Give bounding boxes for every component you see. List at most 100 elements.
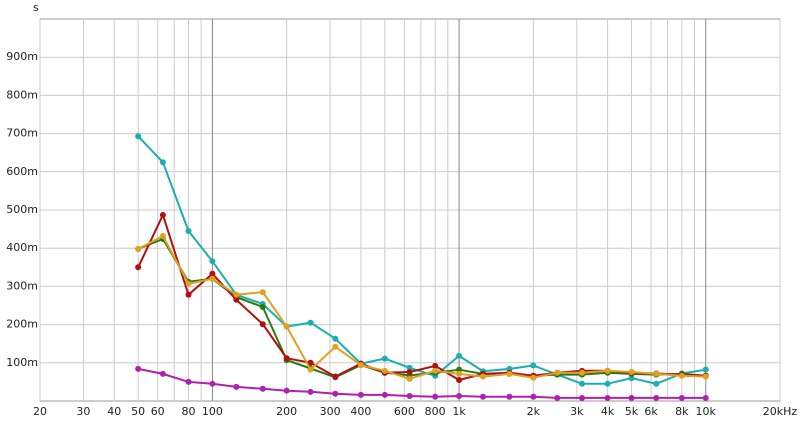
data-point <box>135 133 142 140</box>
data-point <box>554 394 561 401</box>
data-point <box>578 369 585 376</box>
y-tick-label: 600m <box>6 165 38 178</box>
x-tick-label: 5k <box>625 405 639 418</box>
x-tick-label: 2k <box>527 405 541 418</box>
data-point <box>307 359 314 366</box>
data-point <box>233 291 240 298</box>
x-tick-label: 100 <box>202 405 223 418</box>
x-tick-label: 3k <box>570 405 584 418</box>
data-point <box>653 380 660 387</box>
data-point <box>530 362 537 369</box>
data-point <box>702 394 709 401</box>
data-point <box>456 376 463 383</box>
x-tick-label: 60 <box>151 405 165 418</box>
x-tick-label: 600 <box>394 405 415 418</box>
data-point <box>604 380 611 387</box>
data-point <box>159 211 166 218</box>
y-tick-label: 400m <box>6 241 38 254</box>
y-tick-label: 500m <box>6 203 38 216</box>
data-point <box>432 367 439 374</box>
data-point <box>233 296 240 303</box>
x-tick-label: 200 <box>276 405 297 418</box>
data-point <box>307 319 314 326</box>
x-tick-label: 4k <box>601 405 615 418</box>
data-point <box>530 374 537 381</box>
data-point <box>702 373 709 380</box>
y-tick-label: 800m <box>6 88 38 101</box>
data-point <box>506 393 513 400</box>
data-point <box>135 245 142 252</box>
series-line <box>137 135 706 385</box>
data-point <box>209 380 216 387</box>
data-point <box>259 304 266 311</box>
data-point <box>578 380 585 387</box>
data-point <box>578 394 585 401</box>
data-point <box>332 390 339 397</box>
data-point <box>209 270 216 277</box>
y-tick-label: 200m <box>6 318 38 331</box>
data-point <box>604 394 611 401</box>
data-point <box>357 362 364 369</box>
data-point <box>185 291 192 298</box>
y-tick-label: 900m <box>6 50 38 63</box>
x-tick-label: 800 <box>425 405 446 418</box>
data-point <box>381 391 388 398</box>
data-point <box>185 280 192 287</box>
data-point <box>628 394 635 401</box>
x-tick-label: 30 <box>76 405 90 418</box>
data-point <box>135 264 142 271</box>
data-point <box>259 385 266 392</box>
data-point <box>381 367 388 374</box>
data-point <box>406 368 413 375</box>
data-point <box>357 391 364 398</box>
data-point <box>332 373 339 380</box>
data-point <box>678 372 685 379</box>
data-point <box>479 393 486 400</box>
series-line <box>137 234 706 380</box>
data-point <box>233 383 240 390</box>
data-point <box>456 370 463 377</box>
y-tick-label: 100m <box>6 356 38 369</box>
data-point <box>259 289 266 296</box>
data-point <box>702 366 709 373</box>
data-point <box>159 232 166 239</box>
data-point <box>678 394 685 401</box>
y-tick-label: 700m <box>6 127 38 140</box>
data-point <box>456 366 463 373</box>
x-tick-label: 8k <box>675 405 689 418</box>
x-tick-label: 20kHz <box>763 405 798 418</box>
data-point <box>653 370 660 377</box>
data-point <box>283 355 290 362</box>
data-point <box>432 362 439 369</box>
data-point <box>185 228 192 235</box>
data-point <box>135 365 142 372</box>
x-tick-label: 20 <box>33 405 47 418</box>
data-point <box>479 373 486 380</box>
series-line <box>138 367 706 399</box>
x-tick-label: 1k <box>452 405 466 418</box>
data-point <box>406 393 413 400</box>
data-point <box>159 370 166 377</box>
y-axis-label: s <box>33 1 39 14</box>
data-point <box>628 375 635 382</box>
x-tick-label: 50 <box>131 405 145 418</box>
data-point <box>653 394 660 401</box>
x-tick-label: 400 <box>350 405 371 418</box>
data-point <box>307 388 314 395</box>
data-point <box>283 323 290 330</box>
data-point <box>185 378 192 385</box>
data-point <box>307 366 314 373</box>
data-point <box>159 159 166 166</box>
data-point <box>209 275 216 282</box>
data-point <box>456 393 463 400</box>
data-point <box>332 335 339 342</box>
data-point <box>209 258 216 265</box>
y-tick-label: 300m <box>6 279 38 292</box>
x-tick-label: 10k <box>696 405 717 418</box>
data-point <box>406 364 413 371</box>
data-point <box>432 393 439 400</box>
x-tick-label: 80 <box>182 405 196 418</box>
x-tick-label: 40 <box>107 405 121 418</box>
data-point <box>554 369 561 376</box>
